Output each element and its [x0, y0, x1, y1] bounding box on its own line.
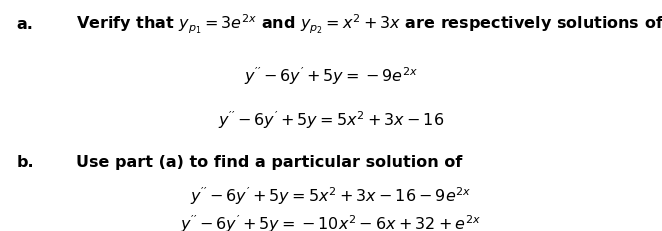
Text: a.: a. — [17, 17, 33, 32]
Text: b.: b. — [17, 154, 34, 169]
Text: Verify that $y_{p_1} = 3e^{2x}$ and $y_{p_2} = x^2 + 3x$ are respectively soluti: Verify that $y_{p_1} = 3e^{2x}$ and $y_{… — [76, 12, 662, 36]
Text: $y'' - 6y' + 5y = -9e^{2x}$: $y'' - 6y' + 5y = -9e^{2x}$ — [244, 65, 418, 87]
Text: $y'' - 6y' + 5y = -10x^2 - 6x + 32 + e^{2x}$: $y'' - 6y' + 5y = -10x^2 - 6x + 32 + e^{… — [181, 212, 481, 231]
Text: $y'' - 6y' + 5y = 5x^2 + 3x - 16$: $y'' - 6y' + 5y = 5x^2 + 3x - 16$ — [218, 109, 444, 131]
Text: Use part (a) to find a particular solution of: Use part (a) to find a particular soluti… — [76, 154, 463, 169]
Text: $y'' - 6y' + 5y = 5x^2 + 3x - 16 - 9e^{2x}$: $y'' - 6y' + 5y = 5x^2 + 3x - 16 - 9e^{2… — [190, 184, 472, 206]
